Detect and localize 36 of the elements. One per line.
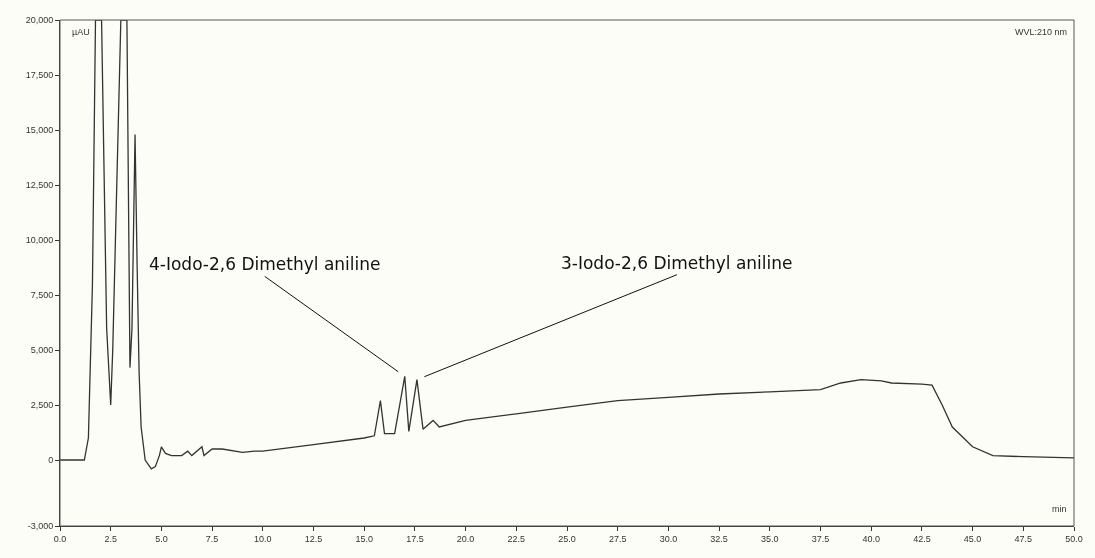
x-tick-label: 37.5 <box>811 533 830 544</box>
y-tick-label: 10,000 <box>25 235 54 246</box>
y-tick-label: 20,000 <box>25 15 54 26</box>
y-tick-label: 7,500 <box>30 290 54 301</box>
x-tick-label: 20.0 <box>456 533 475 544</box>
x-tick-label: 22.5 <box>507 533 526 544</box>
y-tick-label: 0 <box>48 455 54 466</box>
y-tick-label: 5,000 <box>30 345 54 356</box>
x-tick-label: 35.0 <box>761 533 779 544</box>
y-tick-label: 2,500 <box>30 400 54 411</box>
x-tick-label: 0.0 <box>53 533 67 544</box>
x-tick-label: 10.0 <box>254 533 272 544</box>
y-tick-label: 12,500 <box>25 180 54 191</box>
y-tick-label: 17,500 <box>25 70 54 81</box>
x-tick-label: 15.0 <box>355 533 373 544</box>
x-tick-label: 47.5 <box>1014 533 1033 544</box>
x-tick-label: 7.5 <box>205 533 219 544</box>
x-axis-title: min <box>1052 504 1067 514</box>
x-tick-label: 25.0 <box>558 533 576 544</box>
x-tick-label: 2.5 <box>104 533 117 544</box>
annotation: 3-Iodo-2,6 Dimethyl aniline <box>561 253 793 273</box>
x-tick-label: 27.5 <box>608 533 627 544</box>
x-tick-label: 40.0 <box>862 533 880 544</box>
annotation: WVL:210 nm <box>1015 27 1068 37</box>
x-tick-label: 12.5 <box>304 533 323 544</box>
y-tick-label: -3,000 <box>27 521 54 532</box>
y-tick-label: 15,000 <box>25 125 54 136</box>
x-tick-label: 45.0 <box>963 533 982 544</box>
x-tick-label: 30.0 <box>659 533 678 544</box>
x-tick-label: 32.5 <box>710 533 728 544</box>
annotation: 4-Iodo-2,6 Dimethyl aniline <box>149 254 381 274</box>
x-tick-label: 5.0 <box>155 533 168 544</box>
y-axis-title: µAU <box>72 27 90 37</box>
x-tick-label: 42.5 <box>913 533 931 544</box>
x-tick-label: 17.5 <box>406 533 424 544</box>
x-tick-label: 50.0 <box>1065 533 1083 544</box>
